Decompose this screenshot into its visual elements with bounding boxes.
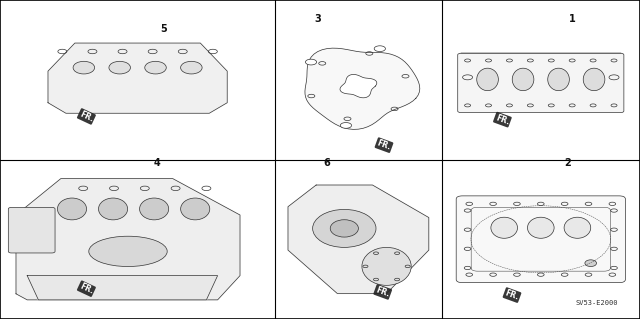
- Ellipse shape: [180, 198, 210, 220]
- Ellipse shape: [180, 61, 202, 74]
- Text: FR.: FR.: [376, 138, 392, 152]
- Ellipse shape: [527, 217, 554, 238]
- Ellipse shape: [305, 59, 317, 65]
- Ellipse shape: [313, 209, 376, 248]
- Text: FR.: FR.: [78, 282, 95, 296]
- Ellipse shape: [512, 68, 534, 91]
- FancyBboxPatch shape: [458, 53, 624, 113]
- Ellipse shape: [73, 61, 95, 74]
- Ellipse shape: [491, 217, 518, 238]
- Ellipse shape: [477, 68, 499, 91]
- FancyBboxPatch shape: [456, 196, 625, 283]
- FancyBboxPatch shape: [471, 207, 611, 271]
- Ellipse shape: [340, 122, 351, 128]
- Text: 6: 6: [323, 158, 330, 168]
- Ellipse shape: [330, 220, 358, 237]
- Ellipse shape: [145, 61, 166, 74]
- Text: 1: 1: [569, 14, 575, 24]
- Ellipse shape: [548, 68, 570, 91]
- Text: FR.: FR.: [374, 285, 391, 299]
- Text: 2: 2: [564, 158, 571, 168]
- Ellipse shape: [99, 198, 127, 220]
- Polygon shape: [48, 43, 227, 113]
- Ellipse shape: [89, 236, 167, 267]
- Ellipse shape: [362, 248, 412, 286]
- Polygon shape: [305, 48, 420, 130]
- Text: SV53-E2000: SV53-E2000: [575, 300, 618, 306]
- Text: FR.: FR.: [494, 113, 511, 126]
- Text: 3: 3: [315, 14, 321, 24]
- Ellipse shape: [585, 260, 596, 267]
- Ellipse shape: [140, 198, 169, 220]
- Ellipse shape: [374, 46, 385, 52]
- Polygon shape: [288, 185, 429, 293]
- Text: 5: 5: [160, 24, 166, 34]
- Text: 4: 4: [154, 158, 160, 168]
- Ellipse shape: [564, 217, 591, 238]
- Text: FR.: FR.: [504, 288, 520, 302]
- Polygon shape: [16, 179, 240, 300]
- Polygon shape: [28, 276, 218, 300]
- Polygon shape: [340, 74, 377, 98]
- Text: FR.: FR.: [78, 109, 95, 123]
- Ellipse shape: [58, 198, 86, 220]
- Ellipse shape: [583, 68, 605, 91]
- Ellipse shape: [109, 61, 131, 74]
- FancyBboxPatch shape: [8, 207, 55, 253]
